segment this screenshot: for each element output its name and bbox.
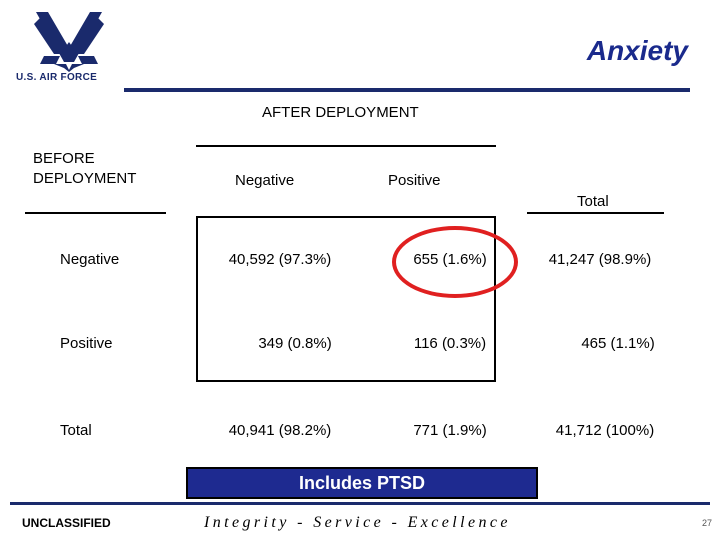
- table-cell: 465 (1.1%): [581, 335, 655, 352]
- before-deployment-label-line1: BEFORE: [33, 150, 95, 167]
- header-divider: [124, 88, 690, 92]
- after-deployment-label: AFTER DEPLOYMENT: [262, 104, 419, 121]
- footer-divider: [10, 502, 710, 505]
- motto-text: Integrity - Service - Excellence: [204, 514, 511, 531]
- table-cell: 116 (0.3%): [413, 335, 487, 352]
- table-cell: 349 (0.8%): [258, 335, 332, 352]
- before-deployment-label-line2: DEPLOYMENT: [33, 170, 137, 187]
- table-cell: 40,941 (98.2%): [228, 422, 332, 439]
- before-deployment-rule: [25, 212, 166, 214]
- table-cell: 771 (1.9%): [413, 422, 487, 439]
- table-cell: 41,247 (98.9%): [548, 251, 652, 268]
- page-title: Anxiety: [586, 35, 688, 66]
- includes-ptsd-callout: Includes PTSD: [186, 467, 538, 499]
- air-force-logo-icon: [34, 12, 104, 72]
- highlight-circle: [392, 226, 518, 298]
- row-label-negative: Negative: [60, 251, 120, 268]
- table-inner-box: [196, 216, 496, 382]
- col-header-positive: Positive: [388, 172, 441, 189]
- total-header-rule: [527, 212, 664, 214]
- col-header-negative: Negative: [235, 172, 295, 189]
- table-cell: 41,712 (100%): [555, 422, 655, 439]
- page-number: 27: [701, 518, 712, 528]
- logo-text: U.S. AIR FORCE: [16, 72, 98, 83]
- row-label-total: Total: [60, 422, 92, 439]
- after-deployment-rule: [196, 145, 496, 147]
- row-label-positive: Positive: [60, 335, 113, 352]
- table-cell: 40,592 (97.3%): [228, 251, 332, 268]
- col-header-total: Total: [577, 193, 609, 210]
- classification-label: UNCLASSIFIED: [22, 516, 111, 530]
